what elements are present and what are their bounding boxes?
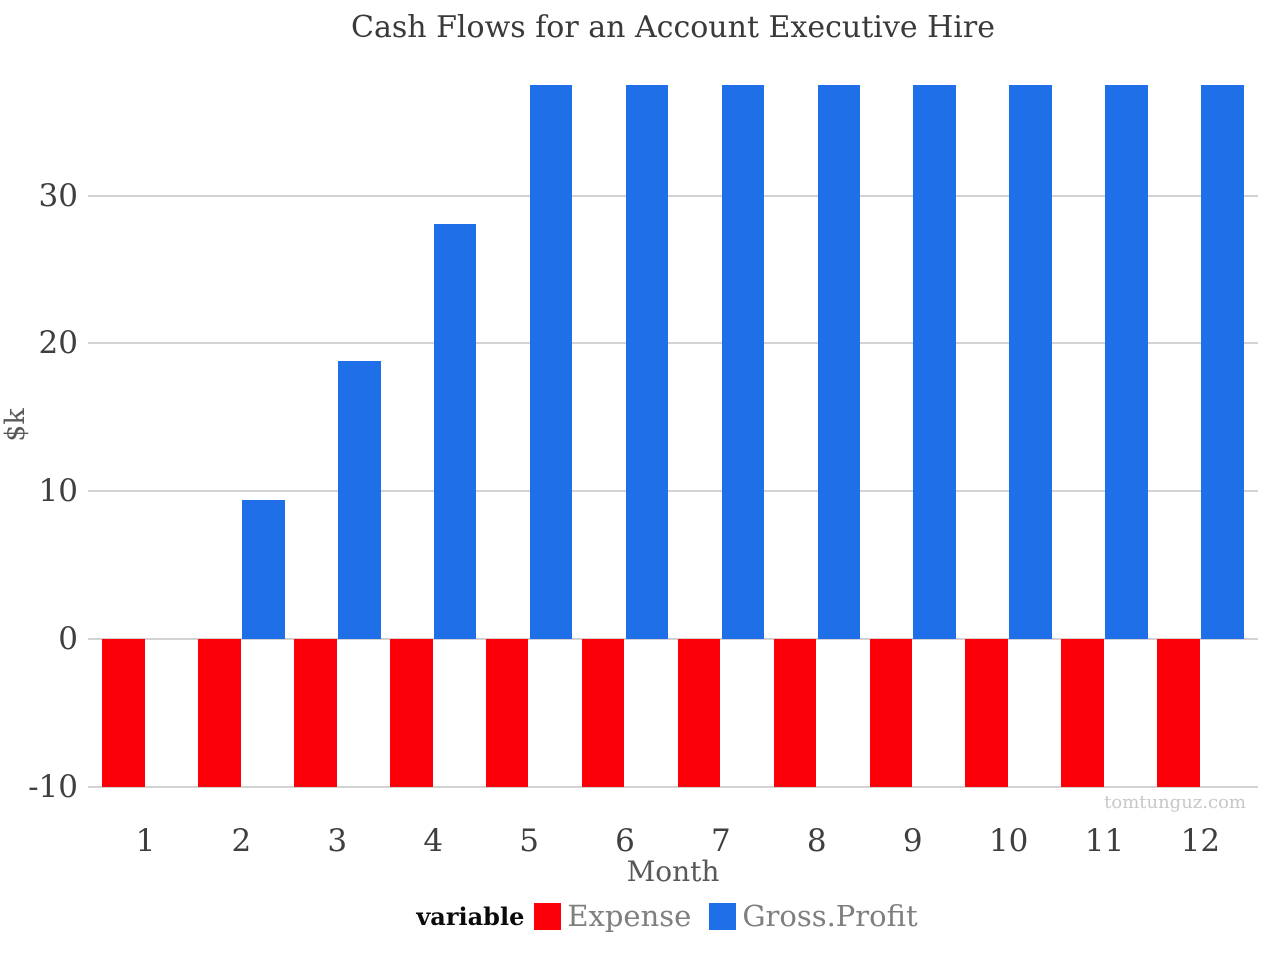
- y-axis-title: $k: [0, 408, 31, 442]
- y-tick-label-10: 10: [38, 473, 78, 510]
- bar-gross-profit-month-7: [721, 84, 765, 639]
- bar-expense-month-9: [869, 639, 912, 787]
- bar-gross-profit-month-12: [1201, 84, 1244, 639]
- x-axis-title: Month: [626, 855, 720, 888]
- y-tick-label-30: 30: [38, 177, 78, 214]
- bar-gross-profit-month-9: [913, 84, 956, 639]
- gridline-y-20: [88, 342, 1258, 345]
- gridline-y-0: [88, 638, 1258, 640]
- legend-title: variable: [416, 901, 525, 931]
- bar-expense-month-10: [965, 639, 1008, 787]
- x-tick-label-12: 12: [1180, 823, 1221, 859]
- gridline-y-10: [88, 490, 1258, 493]
- bar-expense-month-5: [485, 639, 529, 787]
- legend-swatch-gross-profit: [709, 902, 737, 930]
- x-tick-label-10: 10: [988, 823, 1029, 859]
- y-tick-label-0: 0: [58, 621, 78, 657]
- x-tick-label-1: 1: [135, 823, 156, 859]
- bar-expense-month-1: [102, 639, 145, 787]
- y-tick-label--10: -10: [28, 768, 78, 805]
- x-tick-label-8: 8: [806, 823, 827, 859]
- bar-expense-month-11: [1061, 639, 1104, 787]
- gridline-y-30: [88, 194, 1258, 197]
- legend: variable Expense Gross.Profit: [88, 896, 1258, 936]
- y-tick-label-20: 20: [38, 325, 78, 362]
- legend-label-expense: Expense: [567, 899, 692, 933]
- bar-expense-month-7: [677, 639, 721, 787]
- bar-expense-month-6: [581, 639, 625, 787]
- x-tick-label-11: 11: [1084, 823, 1125, 859]
- bar-gross-profit-month-2: [242, 500, 285, 639]
- bar-expense-month-4: [390, 639, 433, 787]
- bar-expense-month-12: [1157, 639, 1200, 787]
- x-tick-label-7: 7: [711, 823, 731, 859]
- x-tick-label-3: 3: [327, 823, 348, 859]
- x-tick-label-6: 6: [615, 823, 635, 859]
- bar-gross-profit-month-11: [1105, 84, 1148, 639]
- bar-expense-month-3: [294, 639, 337, 787]
- legend-items: Expense Gross.Profit: [534, 899, 929, 933]
- legend-swatch-expense: [534, 902, 562, 930]
- bar-expense-month-8: [773, 639, 817, 787]
- watermark: tomtunguz.com: [1104, 792, 1246, 813]
- x-tick-label-4: 4: [423, 823, 444, 859]
- bar-gross-profit-month-4: [433, 223, 477, 639]
- bar-gross-profit-month-3: [338, 361, 381, 639]
- bar-gross-profit-month-8: [817, 84, 860, 639]
- bar-expense-month-2: [198, 639, 241, 787]
- bar-gross-profit-month-5: [529, 84, 573, 639]
- x-tick-label-2: 2: [231, 823, 252, 859]
- x-tick-label-9: 9: [902, 823, 923, 859]
- chart-title: Cash Flows for an Account Executive Hire: [351, 10, 995, 45]
- bar-gross-profit-month-10: [1009, 84, 1052, 639]
- bar-gross-profit-month-6: [625, 84, 669, 639]
- legend-label-gross-profit: Gross.Profit: [742, 899, 918, 933]
- x-tick-label-5: 5: [519, 823, 539, 859]
- gridline-y--10: [88, 785, 1258, 788]
